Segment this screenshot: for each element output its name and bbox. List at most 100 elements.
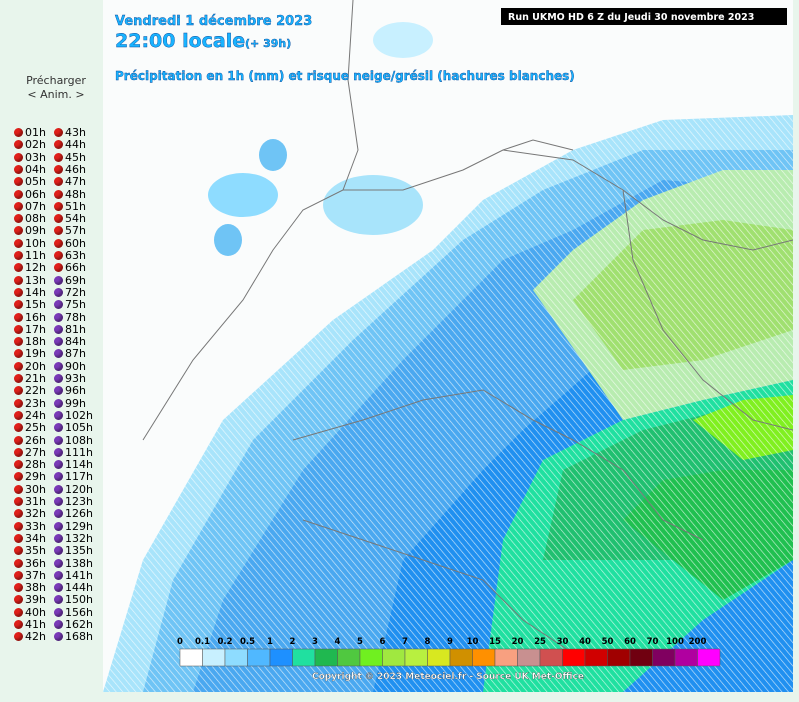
hour-link[interactable]: 108h <box>54 434 93 447</box>
hour-dot <box>14 251 23 260</box>
hour-link[interactable]: 93h <box>54 373 86 385</box>
hour-link[interactable]: 81h <box>54 323 86 336</box>
hour-link[interactable]: 114h <box>54 459 93 471</box>
hour-link[interactable]: 30h <box>14 482 46 496</box>
hour-link[interactable]: 20h <box>14 360 46 373</box>
hour-link[interactable]: 09h <box>14 225 46 237</box>
hour-link[interactable]: 132h <box>54 532 93 545</box>
hour-link[interactable]: 102h <box>54 409 93 422</box>
hour-link[interactable]: 11h <box>14 250 46 262</box>
hour-label: 18h <box>25 335 46 349</box>
hour-link[interactable]: 29h <box>14 471 46 483</box>
hour-link[interactable]: 51h <box>54 200 86 213</box>
hour-link[interactable]: 57h <box>54 225 86 237</box>
scale-box <box>427 648 451 667</box>
hour-link[interactable]: 39h <box>14 594 46 606</box>
hour-label: 11h <box>25 249 46 262</box>
hour-link[interactable]: 75h <box>54 299 86 311</box>
hour-link[interactable]: 168h <box>54 631 93 643</box>
hour-link[interactable]: 10h <box>14 237 46 250</box>
hour-link[interactable]: 38h <box>14 582 46 594</box>
hour-link[interactable]: 23h <box>14 397 46 410</box>
hour-link[interactable]: 13h <box>14 274 46 287</box>
hour-dot <box>14 300 23 310</box>
hour-link[interactable]: 27h <box>14 446 46 459</box>
hour-link[interactable]: 01h <box>14 127 46 139</box>
hour-link[interactable]: 37h <box>14 569 46 582</box>
hour-link[interactable]: 96h <box>54 385 86 397</box>
hour-link[interactable]: 21h <box>14 373 46 385</box>
hour-link[interactable]: 162h <box>54 619 93 631</box>
hour-link[interactable]: 123h <box>54 496 93 508</box>
hour-link[interactable]: 19h <box>14 348 46 360</box>
hour-link[interactable]: 78h <box>54 311 86 324</box>
hour-link[interactable]: 54h <box>54 213 86 225</box>
hour-label: 15h <box>25 298 46 312</box>
hour-link[interactable]: 40h <box>14 606 46 619</box>
hour-link[interactable]: 18h <box>14 336 46 348</box>
hour-dot <box>54 509 63 519</box>
hour-link[interactable]: 25h <box>14 422 46 434</box>
hour-link[interactable]: 32h <box>14 508 46 520</box>
hour-link[interactable]: 150h <box>54 594 93 606</box>
hour-link[interactable]: 26h <box>14 434 46 447</box>
hour-link[interactable]: 117h <box>54 471 93 483</box>
hour-link[interactable]: 105h <box>54 422 93 434</box>
hour-label: 99h <box>65 396 86 410</box>
hour-link[interactable]: 48h <box>54 188 86 201</box>
hour-link[interactable]: 135h <box>54 545 93 557</box>
hour-dot <box>54 607 63 617</box>
hour-link[interactable]: 47h <box>54 176 86 188</box>
hour-link[interactable]: 17h <box>14 323 46 336</box>
hour-link[interactable]: 02h <box>14 139 46 151</box>
hour-link[interactable]: 05h <box>14 176 46 188</box>
hour-link[interactable]: 41h <box>14 619 46 631</box>
hour-link[interactable]: 22h <box>14 385 46 397</box>
hour-label: 30h <box>25 482 46 496</box>
hour-link[interactable]: 99h <box>54 396 86 410</box>
hour-link[interactable]: 33h <box>14 520 46 533</box>
hour-link[interactable]: 36h <box>14 557 46 570</box>
hour-link[interactable]: 66h <box>54 262 86 274</box>
hour-link[interactable]: 69h <box>54 274 86 287</box>
hour-link[interactable]: 12h <box>14 262 46 274</box>
hour-dot <box>54 583 63 593</box>
hour-link[interactable]: 31h <box>14 496 46 508</box>
hour-link[interactable]: 63h <box>54 250 86 262</box>
hour-link[interactable]: 141h <box>54 569 93 582</box>
hour-link[interactable]: 144h <box>54 582 93 594</box>
hour-link[interactable]: 06h <box>14 188 46 201</box>
hour-link[interactable]: 126h <box>54 508 93 520</box>
hour-link[interactable]: 44h <box>54 139 86 151</box>
anim-link[interactable]: < Anim. > <box>27 88 85 101</box>
hour-link[interactable]: 15h <box>14 299 46 311</box>
hour-link[interactable]: 87h <box>54 348 86 360</box>
hour-link[interactable]: 04h <box>14 163 46 176</box>
hour-link[interactable]: 35h <box>14 545 46 557</box>
hour-link[interactable]: 08h <box>14 213 46 225</box>
hour-link[interactable]: 24h <box>14 409 46 422</box>
hour-label: 21h <box>25 372 46 385</box>
hour-link[interactable]: 16h <box>14 311 46 324</box>
hour-link[interactable]: 34h <box>14 532 46 545</box>
hour-link[interactable]: 07h <box>14 200 46 213</box>
hour-link[interactable]: 42h <box>14 631 46 643</box>
hour-link[interactable]: 43h <box>54 127 86 139</box>
hour-link[interactable]: 45h <box>54 151 86 164</box>
hour-link[interactable]: 120h <box>54 483 93 496</box>
scale-label: 100 <box>666 637 684 647</box>
hour-link[interactable]: 156h <box>54 606 93 619</box>
hour-link[interactable]: 129h <box>54 520 93 533</box>
scale-box <box>247 648 271 667</box>
hour-link[interactable]: 60h <box>54 237 86 250</box>
hour-link[interactable]: 14h <box>14 286 46 299</box>
hour-link[interactable]: 46h <box>54 163 86 176</box>
hour-link[interactable]: 90h <box>54 360 86 373</box>
hour-link[interactable]: 03h <box>14 151 46 164</box>
hour-link[interactable]: 138h <box>54 557 93 570</box>
hour-link[interactable]: 28h <box>14 459 46 471</box>
hour-link[interactable]: 72h <box>54 286 86 299</box>
hour-link[interactable]: 84h <box>54 336 86 348</box>
hour-label: 01h <box>25 126 46 139</box>
hour-link[interactable]: 111h <box>54 446 93 459</box>
